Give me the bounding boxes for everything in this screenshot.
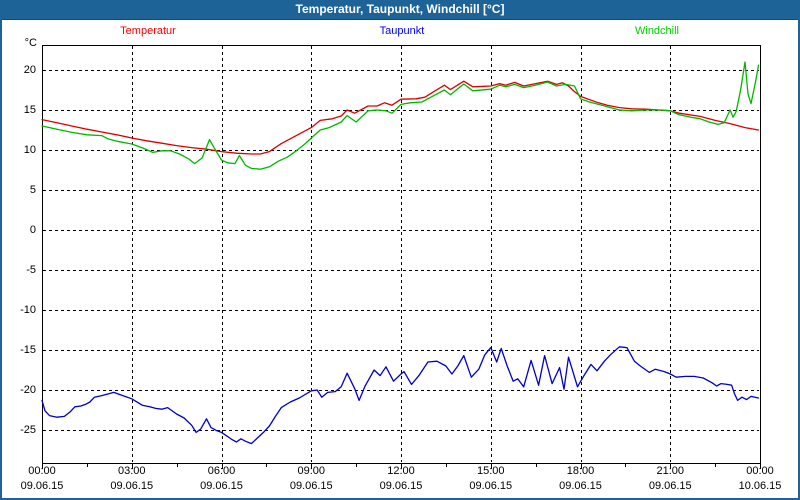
legend-item-temperatur: Temperatur: [120, 25, 176, 37]
series-line-windchill: [41, 61, 760, 170]
x-tick-time: 12:00: [387, 465, 415, 477]
x-tick-time: 03:00: [117, 465, 146, 477]
window-title-bar[interactable]: Temperatur, Taupunkt, Windchill [°C]: [2, 2, 798, 20]
x-tick-time: 18:00: [566, 465, 595, 477]
y-tick-label: 0: [29, 224, 36, 236]
series-line-temperatur: [41, 80, 760, 155]
x-tick-time: 15:00: [476, 465, 505, 477]
y-tick-label: 20: [23, 64, 36, 76]
x-tick-time: 09:00: [297, 465, 326, 477]
legend-item-taupunkt: Taupunkt: [379, 25, 425, 37]
x-tick-date: 09.06.15: [110, 480, 154, 492]
x-tick-date: 10.06.15: [738, 480, 782, 492]
x-tick-date: 09.06.15: [559, 480, 602, 492]
x-tick-date: 09.06.15: [379, 480, 423, 492]
x-tick-date: 09.06.15: [648, 480, 692, 492]
y-tick-label: 15: [23, 104, 36, 116]
y-axis-unit-label: °C: [24, 37, 37, 49]
y-tick-label: -10: [20, 304, 36, 316]
x-tick-time: 21:00: [656, 465, 685, 477]
y-tick-label: -15: [20, 344, 36, 356]
x-tick-date: 09.06.15: [20, 480, 64, 492]
y-tick-label: 10: [23, 144, 36, 156]
y-tick-label: 5: [29, 184, 36, 196]
x-tick-date: 09.06.15: [200, 480, 243, 492]
x-tick-date: 09.06.15: [289, 480, 333, 492]
window-title: Temperatur, Taupunkt, Windchill [°C]: [295, 2, 505, 16]
y-tick-label: -20: [20, 384, 36, 396]
legend-item-windchill: Windchill: [634, 25, 680, 37]
series-line-taupunkt: [41, 346, 760, 445]
x-tick-date: 09.06.15: [469, 480, 513, 492]
x-tick-time: 00:00: [28, 465, 56, 477]
y-tick-label: -5: [26, 264, 36, 276]
x-tick-time: 00:00: [746, 465, 774, 477]
x-tick-time: 06:00: [207, 465, 236, 477]
y-tick-label: -25: [20, 424, 36, 436]
